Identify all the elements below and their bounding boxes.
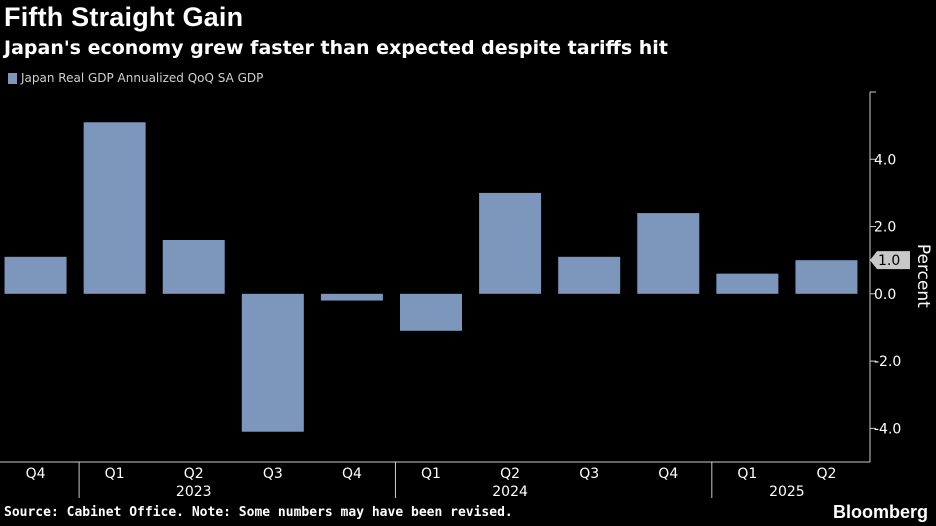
chart-title: Fifth Straight Gain [4, 2, 244, 32]
bar-5 [400, 293, 462, 331]
x-tick-label-1: Q1 [105, 466, 125, 482]
x-tick-label-0: Q4 [26, 466, 46, 482]
x-tick-label-7: Q3 [579, 466, 599, 482]
bar-6 [479, 192, 542, 294]
legend-label: Japan Real GDP Annualized QoQ SA GDP [21, 71, 264, 85]
y-tick-label-2: 0.0 [874, 287, 896, 303]
bar-9 [716, 273, 779, 294]
bar-0 [4, 256, 67, 294]
x-tick-label-4: Q4 [342, 466, 362, 482]
bar-10 [795, 260, 858, 294]
x-tick-label-2: Q2 [184, 466, 204, 482]
bar-1 [83, 122, 146, 294]
legend-swatch [8, 72, 17, 84]
x-tick-label-8: Q4 [658, 466, 678, 482]
y-tick-label-4: 4.0 [874, 152, 896, 168]
source-note: Source: Cabinet Office. Note: Some numbe… [4, 505, 513, 520]
bar-2 [162, 240, 225, 294]
x-tick-label-3: Q3 [263, 466, 283, 482]
year-label-2: 2025 [769, 484, 805, 500]
bloomberg-logo: Bloomberg [832, 502, 928, 522]
y-tick-label-3: 2.0 [874, 220, 896, 236]
x-tick-label-10: Q2 [816, 466, 836, 482]
x-tick-label-9: Q1 [737, 466, 757, 482]
last-value-label: 1.0 [878, 253, 900, 269]
x-tick-label-6: Q2 [500, 466, 520, 482]
bar-4 [320, 293, 383, 301]
year-label-0: 2023 [176, 484, 212, 500]
bar-8 [637, 213, 700, 294]
chart-subtitle: Japan's economy grew faster than expecte… [4, 37, 668, 59]
y-tick-label-1: -2.0 [874, 354, 901, 370]
legend: Japan Real GDP Annualized QoQ SA GDP [8, 71, 263, 85]
y-axis-title: Percent [913, 244, 933, 308]
x-tick-label-5: Q1 [421, 466, 441, 482]
year-label-1: 2024 [492, 484, 528, 500]
last-value-marker [870, 251, 910, 270]
bar-7 [558, 256, 621, 294]
bar-3 [241, 293, 304, 432]
y-tick-label-0: -4.0 [874, 421, 901, 437]
